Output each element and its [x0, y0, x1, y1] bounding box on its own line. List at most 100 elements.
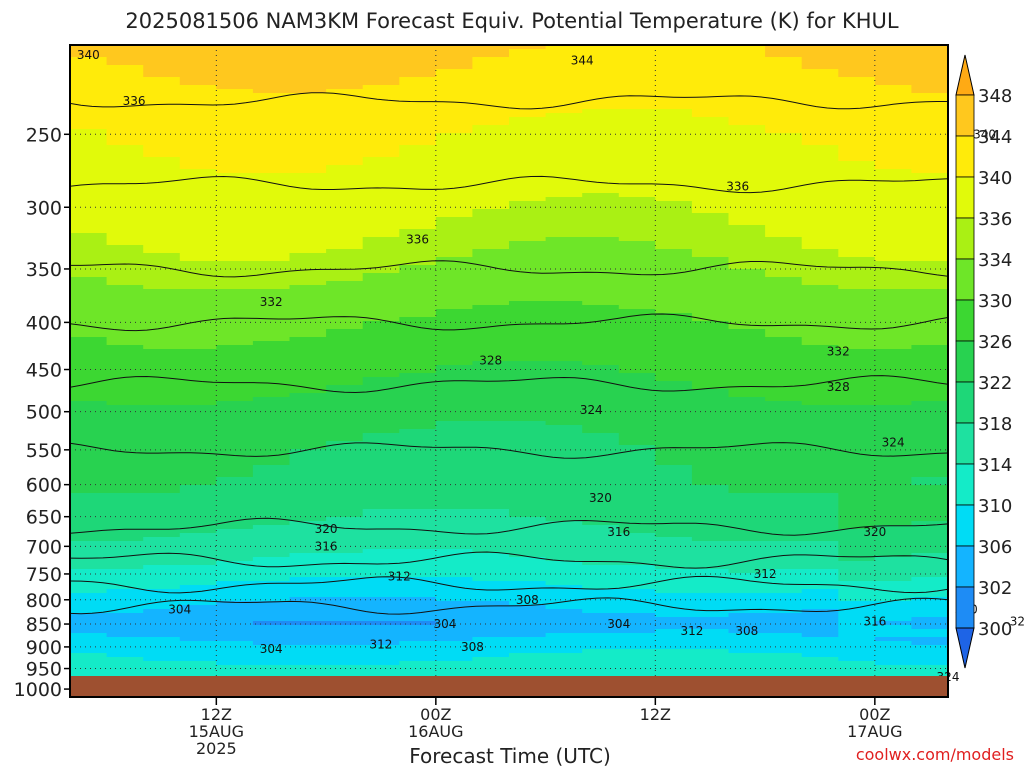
field-cell	[801, 281, 839, 286]
field-cell	[874, 409, 912, 414]
field-cell	[289, 73, 327, 78]
contour-label: 336	[726, 180, 749, 194]
field-cell	[326, 617, 364, 622]
field-cell	[252, 469, 291, 474]
field-cell	[728, 533, 766, 538]
field-cell	[216, 625, 254, 630]
field-cell	[362, 485, 400, 490]
field-cell	[472, 177, 510, 182]
field-cell	[911, 217, 948, 222]
field-cell	[655, 233, 693, 238]
field-cell	[289, 593, 327, 598]
colorbar-swatch	[955, 545, 975, 588]
field-cell	[289, 453, 327, 458]
field-cell	[728, 477, 766, 482]
field-cell	[472, 145, 510, 150]
field-cell	[143, 481, 181, 486]
field-cell	[326, 289, 364, 294]
field-cell	[618, 433, 656, 438]
field-cell	[399, 173, 437, 178]
field-cell	[252, 433, 291, 438]
field-cell	[435, 593, 473, 598]
field-cell	[289, 193, 327, 198]
field-cell	[289, 377, 327, 382]
field-cell	[582, 361, 620, 366]
field-cell	[326, 385, 364, 390]
field-cell	[143, 93, 181, 98]
field-cell	[252, 521, 291, 526]
field-cell	[179, 353, 217, 358]
field-cell	[472, 229, 510, 234]
field-cell	[179, 521, 217, 526]
field-cell	[801, 421, 839, 426]
field-cell	[179, 505, 217, 510]
field-cell	[509, 257, 547, 262]
field-cell	[582, 305, 620, 310]
field-cell	[691, 313, 730, 318]
field-cell	[179, 237, 217, 242]
field-cell	[435, 513, 473, 518]
field-cell	[655, 481, 693, 486]
field-cell	[399, 49, 437, 54]
field-cell	[179, 101, 217, 106]
contour-label: 312	[388, 570, 411, 584]
field-cell	[289, 621, 327, 626]
field-cell	[472, 81, 510, 86]
field-cell	[728, 445, 766, 450]
field-cell	[874, 505, 912, 510]
field-cell	[362, 161, 400, 166]
field-cell	[106, 201, 144, 206]
field-cell	[545, 85, 583, 90]
field-cell	[472, 565, 510, 570]
field-cell	[509, 145, 547, 150]
field-cell	[106, 297, 144, 302]
field-cell	[801, 353, 839, 358]
field-cell	[545, 197, 583, 202]
field-cell	[399, 241, 437, 246]
field-cell	[765, 497, 803, 502]
field-cell	[252, 205, 291, 210]
field-cell	[911, 357, 948, 362]
field-cell	[765, 369, 803, 374]
field-cell	[399, 93, 437, 98]
field-cell	[618, 249, 656, 254]
field-cell	[618, 653, 656, 658]
field-cell	[582, 561, 620, 566]
field-cell	[289, 225, 327, 230]
field-cell	[801, 605, 839, 610]
field-cell	[545, 377, 583, 382]
field-cell	[216, 545, 254, 550]
field-cell	[143, 537, 181, 542]
field-cell	[801, 337, 839, 342]
field-cell	[216, 605, 254, 610]
field-cell	[911, 489, 948, 494]
field-cell	[143, 53, 181, 58]
field-cell	[472, 533, 510, 538]
field-cell	[545, 461, 583, 466]
field-cell	[801, 573, 839, 578]
field-cell	[911, 441, 948, 446]
field-cell	[326, 373, 364, 378]
field-cell	[472, 57, 510, 62]
field-cell	[326, 437, 364, 442]
field-cell	[472, 445, 510, 450]
field-cell	[728, 413, 766, 418]
field-cell	[362, 561, 400, 566]
field-cell	[838, 433, 876, 438]
field-cell	[179, 61, 217, 66]
field-cell	[70, 237, 108, 242]
field-cell	[435, 429, 473, 434]
field-cell	[106, 97, 144, 102]
field-cell	[655, 629, 693, 634]
field-cell	[106, 417, 144, 422]
field-cell	[509, 641, 547, 646]
field-cell	[911, 221, 948, 226]
field-cell	[326, 93, 364, 98]
field-cell	[179, 453, 217, 458]
field-cell	[326, 229, 364, 234]
field-cell	[252, 257, 291, 262]
field-cell	[106, 533, 144, 538]
field-cell	[765, 605, 803, 610]
field-cell	[838, 593, 876, 598]
colorbar-swatch	[955, 299, 975, 342]
